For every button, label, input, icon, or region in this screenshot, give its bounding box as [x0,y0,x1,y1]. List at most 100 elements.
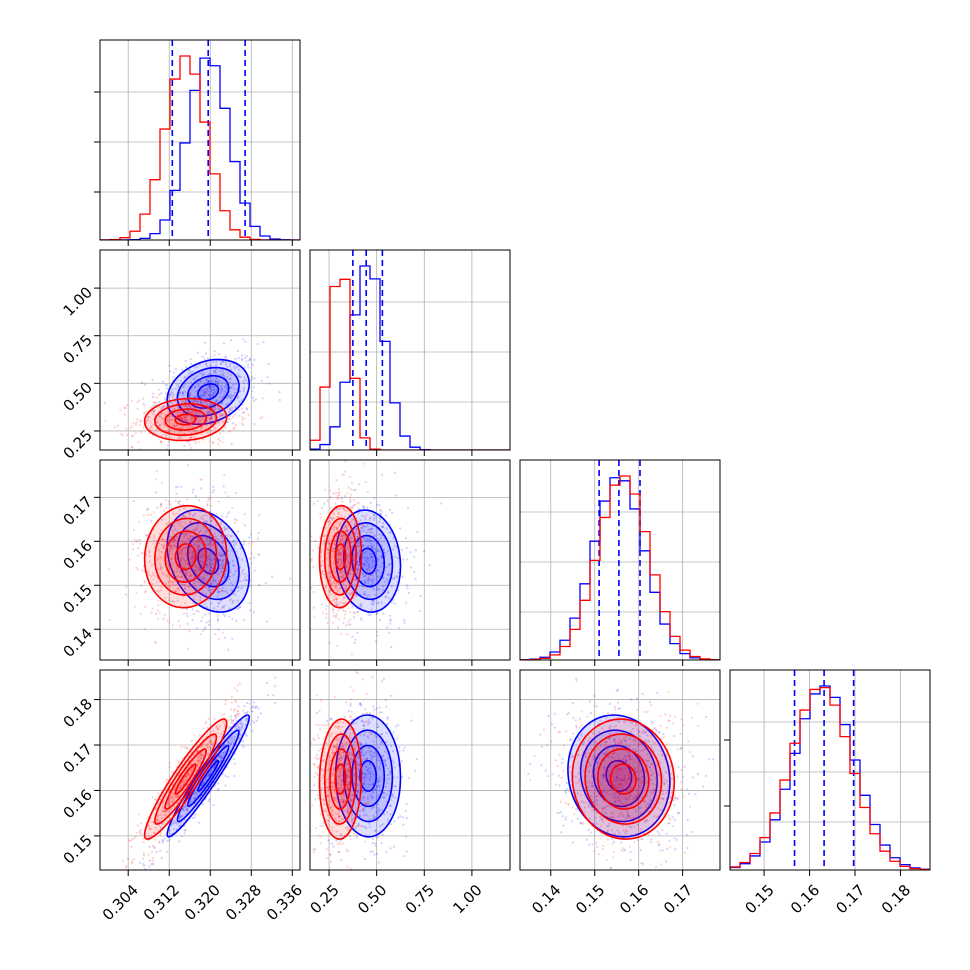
scatter-point [245,719,248,723]
scatter-point [312,848,315,851]
scatter-point [423,550,426,553]
scatter-point [316,766,319,769]
scatter-point [230,739,233,742]
scatter-point [369,501,372,504]
scatter-point [189,575,193,578]
scatter-point [373,788,376,791]
scatter-point [415,758,418,761]
scatter-point [183,415,186,418]
scatter-point [236,709,239,713]
scatter-point [160,441,163,444]
scatter-point [378,706,381,709]
scatter-point [229,386,232,389]
scatter-point [401,575,404,578]
scatter-point [148,859,151,862]
scatter-point [357,511,360,514]
scatter-point [217,787,220,791]
scatter-point [153,846,156,850]
scatter-point [180,418,183,421]
scatter-point [197,551,200,555]
scatter-point [156,421,159,424]
scatter-point [170,436,173,439]
scatter-point [217,637,220,640]
scatter-point [340,767,343,770]
scatter-point [189,400,192,403]
scatter-point [368,538,371,542]
scatter-point [353,557,356,560]
scatter-point [337,776,340,779]
scatter-point [184,552,188,555]
scatter-point [207,589,210,592]
scatter-point [261,397,264,400]
scatter-point [342,507,345,510]
scatter-point [372,816,375,820]
scatter-point [320,516,323,519]
hist-step-1 [520,475,720,660]
scatter-point [343,730,346,733]
scatter-point [136,539,139,542]
contour-line [166,509,251,613]
scatter-point [243,524,246,527]
scatter-point [393,576,396,580]
scatter-point [178,418,182,421]
scatter-point [357,822,360,825]
scatter-point [327,542,330,545]
scatter-point [158,611,161,614]
scatter-point [218,553,221,556]
scatter-point [363,808,366,811]
scatter-point [364,802,367,806]
scatter-point [198,539,201,542]
scatter-point [149,536,152,539]
scatter-point [335,543,338,546]
scatter-point [132,857,135,861]
scatter-point [181,417,184,420]
scatter-point [353,747,356,750]
scatter-point [209,389,212,392]
scatter-point [215,361,218,364]
scatter-point [195,366,198,369]
scatter-point [322,754,325,757]
scatter-point [367,718,371,722]
scatter-point [346,784,349,788]
scatter-point [335,527,339,530]
scatter-point [234,700,238,704]
scatter-point [229,715,233,718]
scatter-point [201,416,204,419]
scatter-point [196,537,200,540]
scatter-point [165,809,168,813]
scatter-point [160,408,163,411]
scatter-point [253,706,256,710]
scatter-point [177,794,180,797]
scatter-point [155,820,159,823]
scatter-point [278,398,281,402]
scatter-point [361,537,364,540]
scatter-point [171,800,174,803]
scatter-point [227,410,230,414]
scatter-point [380,742,383,745]
scatter-point [187,571,190,574]
scatter-point [201,743,204,746]
scatter-point [230,717,233,721]
scatter-point [191,410,194,413]
scatter-point [267,362,270,365]
scatter-point [202,776,205,780]
scatter-point [163,613,166,616]
scatter-point [191,555,194,558]
scatter-point [307,800,309,802]
scatter-point [340,576,343,579]
scatter-point [226,420,229,424]
scatter-point [372,581,375,585]
scatter-point [212,388,215,391]
scatter-point [211,582,214,585]
scatter-point [196,351,200,354]
scatter-point [129,426,132,430]
scatter-point [153,401,156,404]
scatter-point [345,826,348,830]
scatter-point [183,805,186,809]
scatter-point [369,762,372,765]
scatter-point [247,363,250,366]
scatter-point [196,375,199,378]
scatter-point [301,792,303,794]
scatter-point [189,412,192,415]
scatter-point [369,516,372,520]
